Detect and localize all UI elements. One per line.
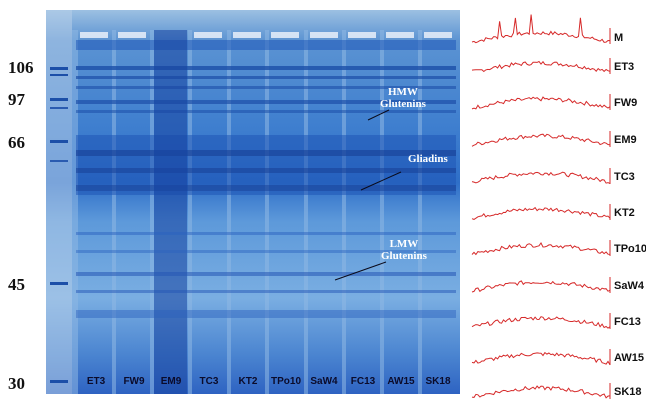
annotation-gliadins: Gliadins (408, 153, 448, 165)
densitometry-traces (466, 0, 646, 403)
annotation-hmw-line1: HMW (387, 86, 418, 98)
trace-label: FC13 (614, 316, 641, 328)
trace-label: FW9 (614, 97, 638, 109)
lane-label: TPo10 (270, 376, 302, 387)
annotation-hmw: HMW Glutenins (380, 86, 426, 110)
mw-label-97: 97 (8, 90, 25, 109)
mw-label-106: 106 (8, 58, 34, 77)
lane-label: TC3 (199, 376, 219, 387)
densitometry-trace (471, 316, 611, 329)
densitometry-trace (471, 385, 611, 399)
annotation-lmw: LMW Glutenins (381, 238, 427, 262)
lane-label: AW15 (387, 376, 415, 387)
lane-label: EM9 (160, 376, 182, 387)
densitometry-trace (471, 96, 611, 110)
trace-label: TC3 (614, 171, 635, 183)
trace-label: SK18 (614, 386, 642, 398)
trace-label: M (614, 32, 624, 44)
annotation-lmw-line2: Glutenins (381, 250, 427, 262)
densitometry-trace (471, 280, 611, 293)
mw-label-45: 45 (8, 275, 25, 294)
annotation-hmw-line2: Glutenins (380, 98, 426, 110)
lane-label: SK18 (425, 376, 451, 387)
densitometry-trace (471, 351, 611, 366)
densitometry-trace (471, 133, 611, 147)
annotation-lmw-line1: LMW (389, 238, 419, 250)
trace-label: KT2 (614, 207, 635, 219)
gel-image: HMW Glutenins Gliadins LMW Glutenins (46, 10, 460, 394)
densitometry-trace (471, 206, 611, 220)
trace-label: SaW4 (614, 280, 644, 292)
lane-label: FC13 (350, 376, 376, 387)
trace-label: ET3 (614, 61, 635, 73)
densitometry-trace (471, 14, 611, 44)
densitometry-trace (471, 242, 611, 256)
lane-label: SaW4 (310, 376, 338, 387)
mw-label-66: 66 (8, 133, 25, 152)
gel-bands (46, 10, 456, 394)
densitometry-trace (471, 60, 611, 73)
trace-label: TPo10 (614, 243, 646, 255)
trace-label: EM9 (614, 134, 637, 146)
lane-label: FW9 (123, 376, 145, 387)
lane-label: ET3 (86, 376, 106, 387)
trace-plot (471, 14, 611, 399)
trace-label: AW15 (614, 352, 644, 364)
mw-label-30: 30 (8, 374, 25, 393)
densitometry-trace (471, 171, 611, 184)
lane-label: KT2 (238, 376, 258, 387)
